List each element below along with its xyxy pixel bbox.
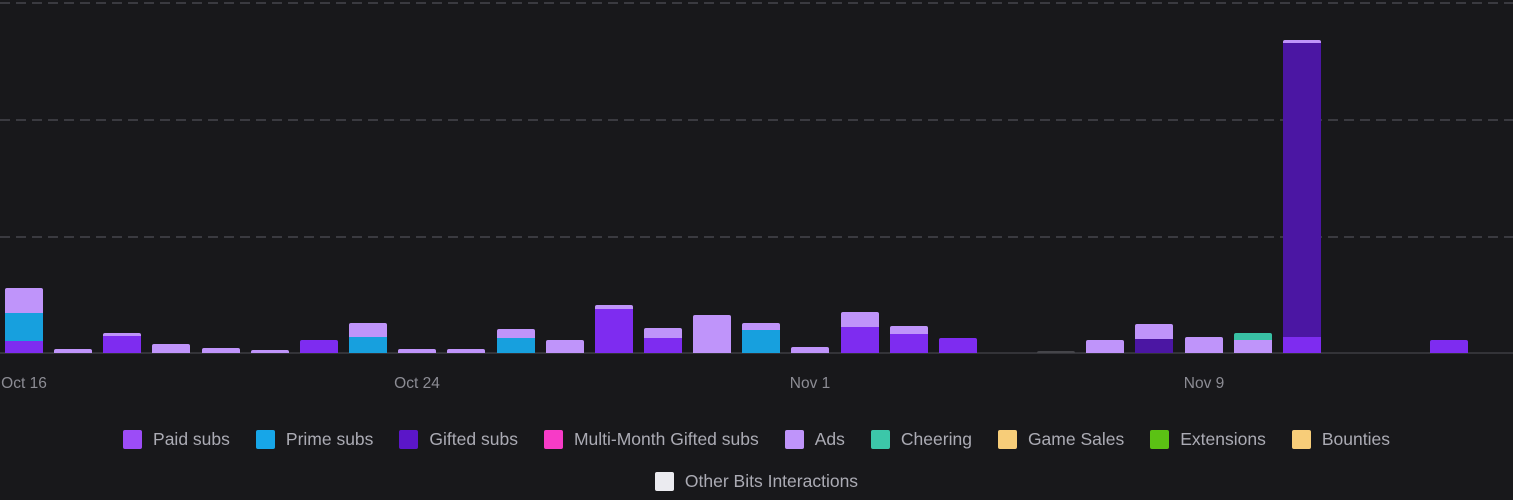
legend-label: Game Sales: [1027, 428, 1125, 449]
legend-swatch-icon: [870, 429, 890, 449]
legend-label: Cheering: [900, 428, 972, 449]
legend-item-other-bits[interactable]: Other Bits Interactions: [654, 470, 859, 492]
gridline: [0, 2, 1513, 4]
legend-label: Multi-Month Gifted subs: [573, 428, 759, 449]
bar-segment-other-bits[interactable]: [1037, 351, 1075, 353]
legend-swatch-icon: [784, 429, 804, 449]
bar-segment-ads[interactable]: [447, 349, 485, 353]
bar-segment-ads[interactable]: [1234, 340, 1272, 353]
bar-segment-ads[interactable]: [693, 315, 731, 353]
legend-item-gifted-subs[interactable]: Gifted subs: [399, 429, 518, 450]
bar-segment-ads[interactable]: [1283, 40, 1321, 43]
bar-segment-ads[interactable]: [54, 349, 92, 353]
bar-segment-paid-subs[interactable]: [300, 340, 338, 353]
legend-label: Paid subs: [153, 428, 230, 449]
legend-item-multi-month-gifted-subs[interactable]: Multi-Month Gifted subs: [543, 428, 759, 450]
bar-segment-ads[interactable]: [398, 349, 436, 353]
bar-segment-ads[interactable]: [5, 288, 43, 313]
bar-segment-ads[interactable]: [791, 347, 829, 353]
bar-segment-ads[interactable]: [644, 328, 682, 338]
bar-segment-gifted-subs[interactable]: [1283, 43, 1321, 337]
bar-segment-paid-subs[interactable]: [595, 309, 633, 353]
legend-row: Paid subs Prime subs Gifted subs Multi-Mont…: [0, 418, 1513, 460]
legend-item-bounties[interactable]: Bounties: [1291, 428, 1390, 450]
x-axis-baseline: [0, 352, 1513, 354]
bar-segment-ads[interactable]: [202, 348, 240, 353]
legend-swatch-icon: [1150, 429, 1170, 449]
x-axis: Oct 16 Oct 24 Nov 1 Nov 9: [0, 353, 1513, 399]
plot-area: [0, 2, 1513, 354]
bar-segment-cheering[interactable]: [1234, 333, 1272, 340]
bar-segment-ads[interactable]: [890, 326, 928, 334]
bar-segment-gifted-subs[interactable]: [1135, 339, 1173, 353]
legend-swatch-icon: [399, 429, 419, 449]
bar-segment-ads[interactable]: [251, 350, 289, 353]
legend-label: Bounties: [1321, 428, 1390, 449]
bar-segment-ads[interactable]: [1086, 340, 1124, 353]
bar-segment-ads[interactable]: [349, 323, 387, 337]
x-axis-label: Oct 24: [394, 375, 440, 392]
legend-row: Other Bits Interactions: [0, 460, 1513, 500]
legend-swatch-icon: [997, 429, 1017, 449]
bar-segment-paid-subs[interactable]: [1430, 340, 1468, 353]
legend-item-game-sales[interactable]: Game Sales: [997, 428, 1125, 450]
x-axis-label: Oct 16: [1, 375, 47, 392]
bar-segment-paid-subs[interactable]: [841, 327, 879, 353]
bar-segment-ads[interactable]: [841, 312, 879, 327]
bar-segment-ads[interactable]: [1185, 337, 1223, 353]
bar-segment-prime-subs[interactable]: [5, 313, 43, 341]
legend-item-extensions[interactable]: Extensions: [1150, 429, 1266, 450]
bar-segment-ads[interactable]: [103, 333, 141, 336]
legend-swatch-icon: [255, 429, 275, 449]
bar-segment-ads[interactable]: [595, 305, 633, 309]
bar-segment-prime-subs[interactable]: [497, 338, 535, 353]
bar-segment-paid-subs[interactable]: [103, 336, 141, 353]
bar-segment-ads[interactable]: [742, 323, 780, 330]
bar-segment-paid-subs[interactable]: [939, 338, 977, 353]
legend-item-paid-subs[interactable]: Paid subs: [123, 429, 230, 450]
bar-segment-paid-subs[interactable]: [644, 338, 682, 353]
legend-swatch-icon: [654, 471, 674, 491]
legend-swatch-icon: [543, 429, 563, 449]
bar-segment-paid-subs[interactable]: [5, 341, 43, 353]
legend-label: Gifted subs: [429, 428, 518, 449]
legend-swatch-icon: [123, 429, 143, 449]
legend-swatch-icon: [1291, 429, 1311, 449]
bar-segment-ads[interactable]: [1135, 324, 1173, 339]
gridline: [0, 119, 1513, 121]
legend-item-cheering[interactable]: Cheering: [870, 428, 972, 450]
bar-segment-paid-subs[interactable]: [890, 334, 928, 353]
legend-item-ads[interactable]: Ads: [784, 428, 845, 450]
legend-label: Prime subs: [285, 428, 374, 449]
gridline: [0, 236, 1513, 238]
bar-segment-prime-subs[interactable]: [349, 337, 387, 353]
bar-segment-ads[interactable]: [152, 344, 190, 353]
legend-label: Ads: [814, 428, 845, 449]
legend-item-prime-subs[interactable]: Prime subs: [255, 428, 374, 450]
legend: Paid subs Prime subs Gifted subs Multi-Mont…: [0, 418, 1513, 500]
bar-segment-ads[interactable]: [497, 329, 535, 338]
legend-label: Other Bits Interactions: [684, 470, 859, 491]
x-axis-label: Nov 9: [1183, 375, 1225, 392]
legend-label: Extensions: [1180, 428, 1266, 449]
x-axis-label: Nov 1: [789, 375, 831, 392]
bar-segment-ads[interactable]: [546, 340, 584, 353]
bar-segment-prime-subs[interactable]: [742, 330, 780, 353]
bar-segment-paid-subs[interactable]: [1283, 337, 1321, 353]
